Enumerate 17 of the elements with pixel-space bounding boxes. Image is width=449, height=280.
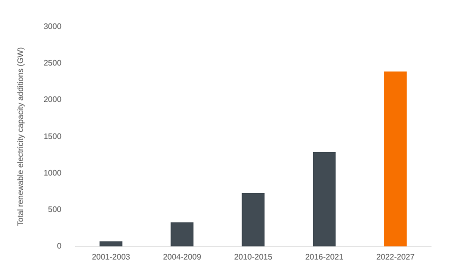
x-tick-label: 2016-2021 (305, 252, 344, 262)
x-tick-label: 2022-2027 (376, 252, 416, 262)
bar (312, 152, 336, 246)
bar (242, 192, 265, 246)
x-tick-label: 2004-2009 (162, 252, 202, 262)
y-tick-label: 1000 (44, 168, 62, 178)
x-tick-label: 2010-2015 (234, 252, 273, 262)
y-axis-title: Total renewable electricity capacity additions (GW) (16, 46, 26, 226)
x-tick-label: 2001-2003 (92, 252, 131, 262)
bar (170, 222, 194, 246)
y-tick-label: 2000 (44, 95, 62, 104)
y-tick-label: 2500 (44, 58, 62, 68)
y-tick-label: 500 (48, 205, 62, 214)
y-tick-label: 0 (56, 242, 62, 251)
bar (384, 71, 407, 246)
y-tick-label: 1500 (44, 132, 62, 141)
y-tick-label: 3000 (44, 22, 62, 32)
